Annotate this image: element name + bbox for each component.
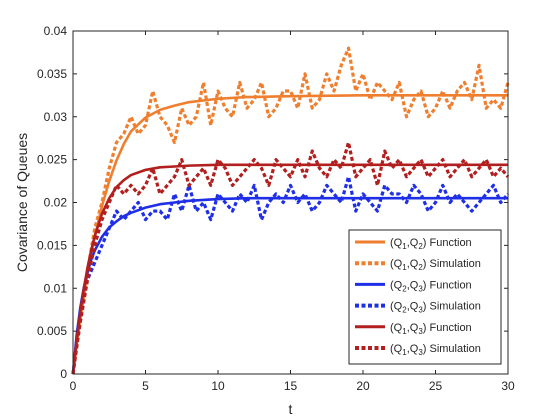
series-line-3	[71, 175, 510, 375]
legend-text: ,Q	[407, 322, 419, 334]
series-line-4	[71, 163, 508, 375]
y-tick-label: 0.025	[37, 153, 67, 167]
legend-text: (Q	[390, 301, 403, 313]
legend-text: ,Q	[407, 258, 419, 270]
x-tick-label: 20	[356, 379, 370, 393]
legend-text: ,Q	[407, 237, 419, 249]
y-tick-label: 0.035	[37, 67, 67, 81]
x-tick-label: 30	[501, 379, 515, 393]
legend-subscript: 3	[418, 327, 423, 336]
series-line-1	[71, 46, 510, 375]
legend-text: (Q	[390, 258, 403, 270]
legend-text: ) Function	[423, 279, 472, 291]
legend-subscript: 3	[418, 284, 423, 293]
legend-subscript: 2	[418, 242, 423, 251]
legend-label: (Q1,Q2) Simulation	[390, 258, 481, 272]
y-tick-label: 0.04	[44, 24, 68, 38]
y-tick-label: 0.02	[44, 196, 68, 210]
x-tick-label: 15	[284, 379, 298, 393]
legend-label: (Q2,Q3) Function	[390, 279, 472, 293]
axes-layer: 0 5 10 15 20 25 30 0 0.005 0.01 0.015 0.02 0.025 0.03…	[14, 24, 515, 417]
legend-subscript: 3	[418, 306, 423, 315]
legend-text: ) Simulation	[423, 343, 481, 355]
x-tick-label: 10	[211, 379, 225, 393]
legend-text: (Q	[390, 279, 403, 291]
y-tick-label: 0.005	[37, 324, 67, 338]
legend-label: (Q1,Q3) Function	[390, 322, 472, 336]
x-tick-label: 25	[429, 379, 443, 393]
legend-text: ) Function	[423, 322, 472, 334]
legend: (Q1,Q2) Function(Q1,Q2) Simulation(Q2,Q3…	[348, 229, 502, 365]
y-axis-label: Covariance of Queues	[14, 133, 30, 272]
legend-subscript: 1	[402, 242, 407, 251]
legend-subscript: 2	[402, 306, 407, 315]
y-tick-label: 0	[60, 367, 67, 381]
legend-box	[348, 229, 502, 365]
legend-subscript: 1	[402, 263, 407, 272]
legend-text: (Q	[390, 343, 403, 355]
x-axis-label: t	[289, 401, 293, 417]
legend-text: (Q	[390, 322, 403, 334]
legend-label: (Q1,Q3) Simulation	[390, 343, 481, 357]
legend-text: (Q	[390, 237, 403, 249]
legend-text: ,Q	[407, 301, 419, 313]
series-layer	[71, 46, 510, 375]
legend-subscript: 2	[418, 263, 423, 272]
y-tick-label: 0.03	[44, 110, 68, 124]
y-tick-label: 0.015	[37, 238, 67, 252]
legend-subscript: 1	[402, 348, 407, 357]
legend-label: (Q2,Q3) Simulation	[390, 301, 481, 315]
x-tick-label: 0	[70, 379, 77, 393]
legend-text: ) Function	[423, 237, 472, 249]
x-tick-label: 5	[142, 379, 149, 393]
series-line-0	[71, 94, 508, 375]
legend-text: ) Simulation	[423, 301, 481, 313]
legend-label: (Q1,Q2) Function	[390, 237, 472, 251]
legend-subscript: 1	[402, 327, 407, 336]
legend-text: ,Q	[407, 343, 419, 355]
y-tick-label: 0.01	[44, 281, 68, 295]
series-line-5	[71, 140, 510, 375]
legend-text: ,Q	[407, 279, 419, 291]
legend-text: ) Simulation	[423, 258, 481, 270]
legend-subscript: 3	[418, 348, 423, 357]
legend-subscript: 2	[402, 284, 407, 293]
